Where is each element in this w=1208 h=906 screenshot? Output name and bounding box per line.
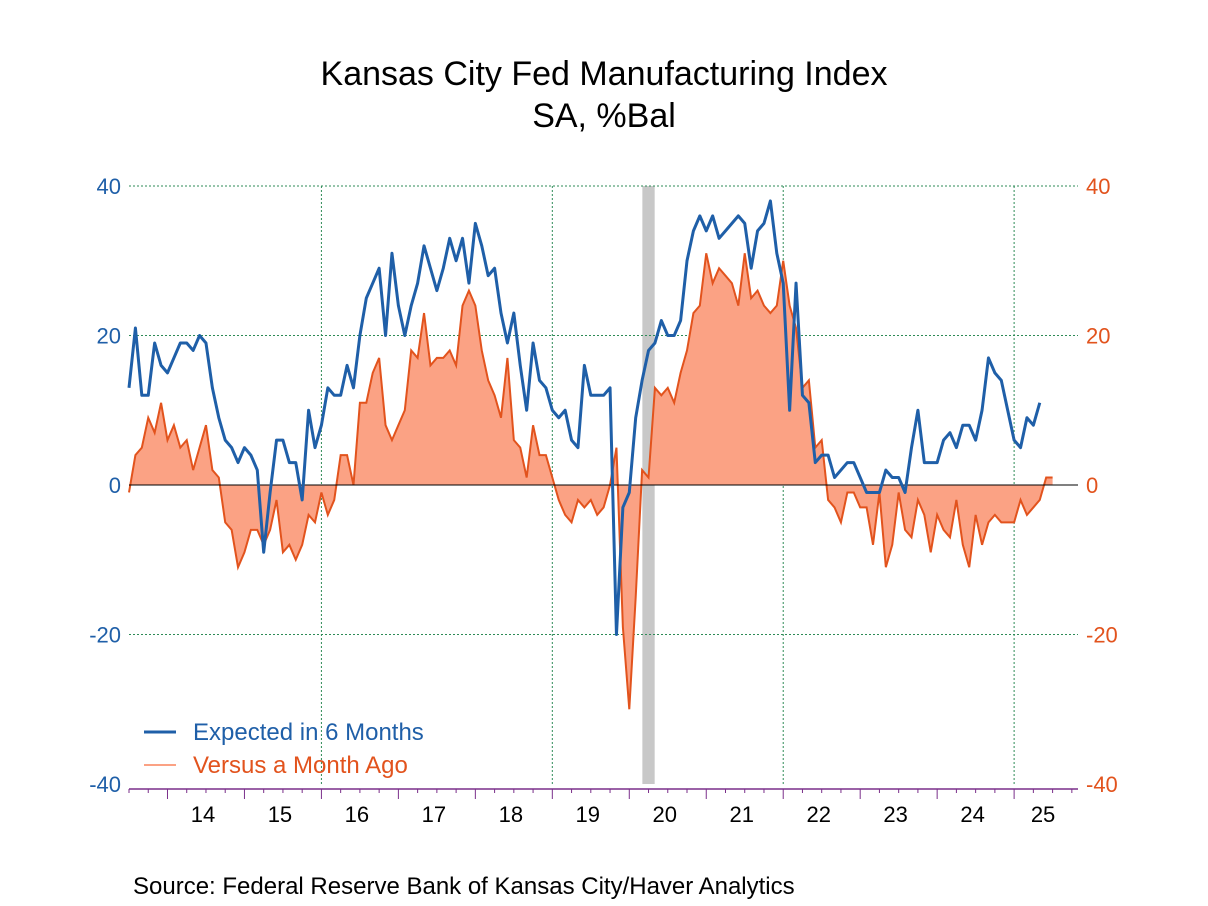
legend-label-expected: Expected in 6 Months (193, 719, 424, 746)
x-tick-label: 20 (653, 802, 677, 827)
y-tick-left: 20 (97, 324, 121, 349)
x-tick-label: 25 (1031, 802, 1055, 827)
x-tick-label: 14 (191, 802, 215, 827)
x-tick-label: 18 (499, 802, 523, 827)
x-tick-label: 16 (345, 802, 369, 827)
y-tick-left: -40 (89, 772, 121, 797)
x-tick-label: 17 (422, 802, 446, 827)
y-tick-left: 0 (109, 473, 121, 498)
x-tick-label: 21 (729, 802, 753, 827)
series-versus-line (128, 253, 1053, 710)
y-tick-left: -20 (89, 623, 121, 648)
y-tick-right: -40 (1086, 772, 1118, 797)
chart-title: Kansas City Fed Manufacturing Index (321, 55, 888, 93)
y-tick-left: 40 (97, 174, 121, 199)
legend-label-versus: Versus a Month Ago (193, 752, 408, 779)
x-tick-label: 22 (806, 802, 830, 827)
y-tick-right: 40 (1086, 174, 1110, 199)
series-versus-area (129, 253, 1053, 710)
source-note: Source: Federal Reserve Bank of Kansas C… (133, 873, 795, 900)
y-tick-right: -20 (1086, 623, 1118, 648)
y-tick-right: 20 (1086, 324, 1110, 349)
y-tick-right: 0 (1086, 473, 1098, 498)
x-tick-label: 15 (268, 802, 292, 827)
series-expected-line (127, 199, 1042, 636)
x-tick-label: 24 (960, 802, 984, 827)
x-tick-label: 19 (576, 802, 600, 827)
x-tick-label: 23 (883, 802, 907, 827)
chart-subtitle: SA, %Bal (532, 97, 676, 135)
